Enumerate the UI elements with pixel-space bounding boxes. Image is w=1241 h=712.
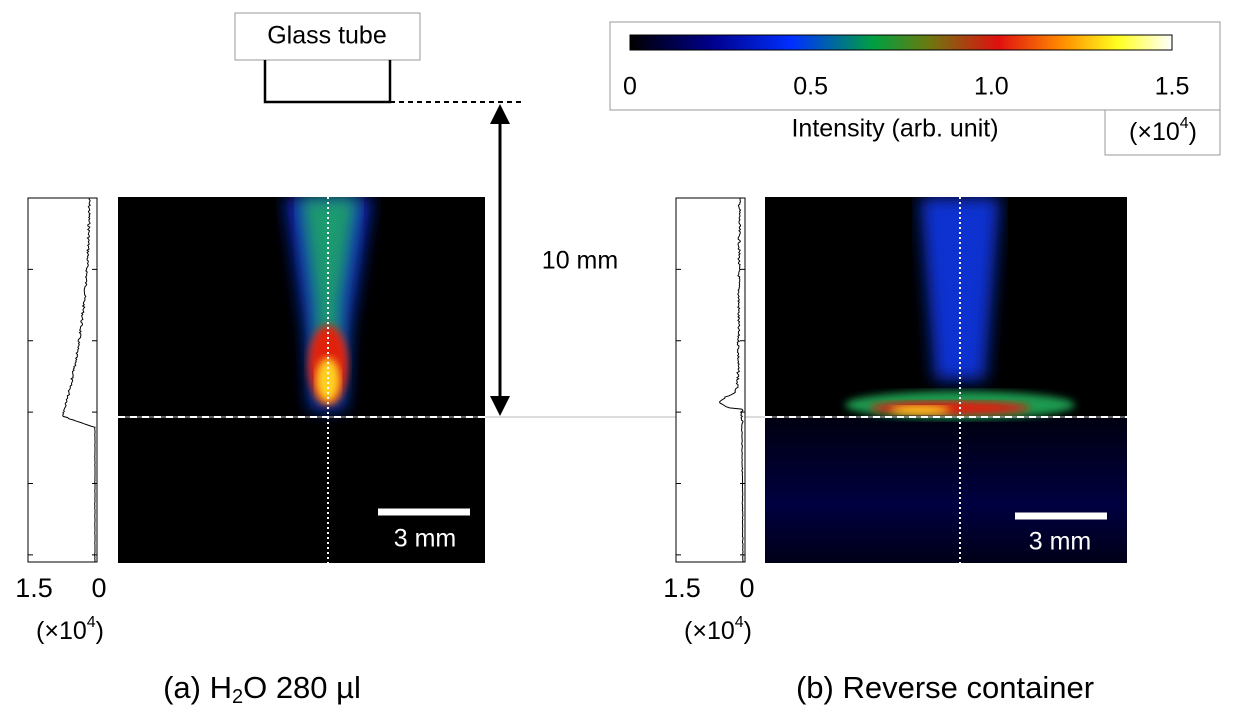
profile-frame xyxy=(675,197,746,563)
tube-label: Glass tube xyxy=(267,22,387,50)
arrow-head xyxy=(490,104,510,124)
profile-tick-label: 1.5 xyxy=(663,573,701,603)
profile xyxy=(62,197,96,563)
caption-text: (a) H xyxy=(163,670,232,705)
profile-frame xyxy=(27,197,98,563)
profile-tick-label: 1.5 xyxy=(15,573,53,603)
caption-sub: 2 xyxy=(232,686,243,708)
scale-label: 3 mm xyxy=(1029,528,1092,556)
image-a xyxy=(118,197,485,563)
scale-label: 3 mm xyxy=(394,525,457,553)
colorbar xyxy=(629,34,1173,51)
profile xyxy=(719,197,744,562)
colorbar-tick: 1.0 xyxy=(974,73,1009,101)
distance-label: 10 mm xyxy=(542,247,618,275)
profile-tick-label: 0 xyxy=(91,573,106,603)
multiplier-base: (×10 xyxy=(684,617,735,645)
caption: (b) Reverse container xyxy=(796,670,1094,705)
multiplier-exp: 4 xyxy=(735,614,744,631)
multiplier-exp: 4 xyxy=(87,614,96,631)
caption-text: (b) Reverse container xyxy=(796,670,1094,705)
multiplier: (×104) xyxy=(1129,115,1197,145)
colorbar-tick: 0.5 xyxy=(793,73,828,101)
caption-text: O 280 µl xyxy=(243,670,361,705)
colorbar-tick: 1.5 xyxy=(1155,73,1190,101)
multiplier-base: (×10 xyxy=(36,617,87,645)
arrow-head xyxy=(490,396,510,416)
multiplier: (×104) xyxy=(684,614,752,644)
multiplier-close: ) xyxy=(744,617,752,645)
colorbar-title: Intensity (arb. unit) xyxy=(791,115,998,143)
label-box xyxy=(234,12,421,61)
image-b xyxy=(765,197,1127,563)
colorbar-tick: 0 xyxy=(623,73,637,101)
caption: (a) H2O 280 µl xyxy=(163,670,361,708)
profile-tick-label: 0 xyxy=(739,573,754,603)
multiplier-box xyxy=(1104,109,1221,156)
multiplier: (×104) xyxy=(36,614,104,644)
multiplier-close: ) xyxy=(96,617,104,645)
tube xyxy=(263,60,392,104)
